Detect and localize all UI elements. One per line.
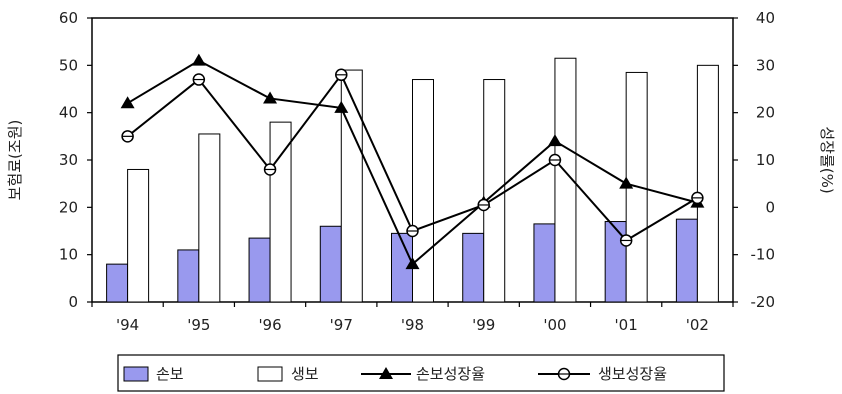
bar-생보 xyxy=(340,69,363,303)
legend-label: 손보성장율 xyxy=(416,365,485,383)
x-tick-label: '95 xyxy=(187,316,210,334)
x-tick-label: '98 xyxy=(401,316,424,334)
x-tick-label: '02 xyxy=(686,316,709,334)
y2-tick-label: 10 xyxy=(756,151,775,169)
point-손보성장율 xyxy=(405,257,420,270)
y2-tick-label: 30 xyxy=(756,56,775,74)
bar-손보 xyxy=(106,263,129,303)
bar-생보 xyxy=(412,79,434,303)
bar-손보 xyxy=(462,232,485,303)
bar-생보 xyxy=(483,79,506,303)
y-tick-label: 60 xyxy=(59,9,78,27)
y-tick-label: 40 xyxy=(59,104,78,122)
point-손보성장율 xyxy=(120,96,135,109)
y-tick-label: 0 xyxy=(68,293,78,311)
bar-손보 xyxy=(533,223,556,303)
y-tick-label: 30 xyxy=(59,151,78,169)
bar-생보 xyxy=(127,168,150,303)
y-tick-label: 10 xyxy=(59,246,78,264)
bar-생보 xyxy=(554,57,577,303)
y-tick-label: 50 xyxy=(59,56,78,74)
x-tick-label: '94 xyxy=(116,316,139,334)
bar-손보 xyxy=(319,225,342,303)
bar-손보 xyxy=(248,237,271,303)
point-손보성장율 xyxy=(334,100,349,113)
bar-생보 xyxy=(269,121,292,303)
point-손보성장율 xyxy=(191,53,206,66)
bar-손보 xyxy=(177,249,200,303)
legend-swatch-bar xyxy=(123,366,149,382)
x-tick-label: '01 xyxy=(615,316,638,334)
legend-box xyxy=(117,354,725,392)
bar-손보 xyxy=(604,221,627,303)
y2-tick-label: -20 xyxy=(751,293,776,311)
legend-label: 손보 xyxy=(156,365,184,383)
x-tick-label: '00 xyxy=(543,316,566,334)
bar-손보 xyxy=(675,218,698,303)
legend-label: 생보 xyxy=(291,365,319,383)
y2-tick-label: 40 xyxy=(756,9,775,27)
legend-swatch-bar xyxy=(257,366,283,382)
y-axis-title: 보험료(조원) xyxy=(6,120,24,201)
x-tick-label: '99 xyxy=(472,316,495,334)
legend-swatch-triangle xyxy=(379,367,393,379)
y-tick-label: 20 xyxy=(59,198,78,216)
bar-생보 xyxy=(198,133,221,303)
y2-tick-label: 20 xyxy=(756,104,775,122)
x-tick-label: '96 xyxy=(258,316,281,334)
bar-생보 xyxy=(696,64,719,303)
point-손보성장율 xyxy=(263,91,278,104)
y2-axis-title: 성장률(%) xyxy=(818,126,836,193)
point-손보성장율 xyxy=(547,134,562,147)
legend-label: 생보성장율 xyxy=(598,365,667,383)
y2-tick-label: 0 xyxy=(765,198,775,216)
point-손보성장율 xyxy=(619,176,634,189)
y2-tick-label: -10 xyxy=(751,246,776,264)
x-tick-label: '97 xyxy=(330,316,353,334)
